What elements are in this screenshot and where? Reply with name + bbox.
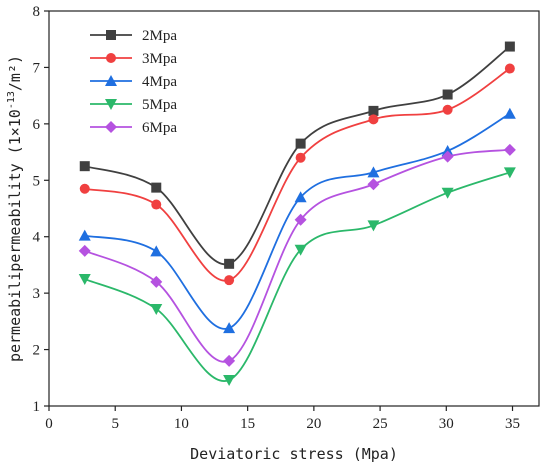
y-tick-label: 8	[33, 4, 41, 20]
data-point	[295, 138, 306, 149]
data-point	[442, 89, 453, 100]
data-point	[503, 167, 516, 179]
series-3Mpa	[79, 63, 515, 286]
y-axis-title: permeabilipermeability (1×10-13/m²)	[6, 55, 24, 362]
x-tick-label: 10	[174, 416, 189, 432]
data-point	[441, 187, 454, 199]
x-tick-label: 15	[240, 416, 255, 432]
series-4Mpa	[78, 107, 516, 334]
legend-label: 3Mpa	[142, 51, 177, 67]
data-point	[442, 104, 453, 115]
data-point	[224, 258, 235, 269]
x-tick-label: 35	[505, 416, 520, 432]
legend-item: 6Mpa	[90, 120, 177, 136]
y-axis-title-main: permeabilipermeability (1×10	[6, 109, 24, 362]
y-tick-label: 2	[33, 343, 41, 359]
data-point	[503, 143, 516, 156]
legend-marker	[106, 30, 116, 40]
legend-label: 4Mpa	[142, 74, 177, 90]
x-tick-label: 20	[306, 416, 321, 432]
x-tick-label: 5	[111, 416, 119, 432]
data-point	[150, 303, 163, 315]
data-point	[224, 275, 235, 286]
legend-marker	[105, 75, 117, 86]
y-tick-label: 3	[33, 286, 41, 302]
data-point	[368, 105, 379, 116]
legend-label: 6Mpa	[142, 120, 177, 136]
x-tick-label: 25	[373, 416, 388, 432]
data-point	[294, 213, 307, 226]
data-point	[367, 178, 380, 191]
data-point	[367, 166, 380, 178]
data-point	[150, 245, 163, 257]
legend-item: 2Mpa	[90, 28, 177, 44]
x-tick-label: 30	[439, 416, 454, 432]
series-5Mpa	[78, 167, 516, 387]
data-point	[368, 114, 379, 125]
legend-item: 3Mpa	[90, 51, 177, 67]
y-tick-label: 6	[33, 117, 41, 133]
data-point	[79, 161, 90, 172]
legend: 2Mpa 3Mpa 4Mpa 5Mpa 6Mpa	[90, 28, 177, 136]
series-line	[84, 148, 510, 363]
data-point	[223, 375, 236, 387]
data-point	[223, 322, 236, 334]
data-point	[504, 63, 515, 74]
series-layer	[78, 41, 516, 387]
y-axis-title-unit: /m²)	[6, 55, 24, 91]
legend-marker	[105, 121, 117, 133]
plot-area-frame	[48, 10, 540, 407]
data-point	[441, 144, 454, 156]
y-tick-label: 4	[33, 230, 41, 246]
series-2Mpa	[79, 41, 515, 269]
data-point	[295, 152, 306, 163]
data-point	[151, 199, 162, 210]
x-tick-label: 0	[45, 416, 53, 432]
y-tick-label: 7	[33, 60, 41, 76]
data-point	[223, 354, 236, 367]
data-point	[79, 183, 90, 194]
data-point	[78, 229, 91, 241]
data-point	[367, 220, 380, 232]
y-tick-label: 1	[33, 399, 41, 415]
axes-layer: 0 5 10 15 20 25 30 35 1 2 3 4 5 6 7 8	[33, 4, 521, 432]
series-line	[84, 171, 511, 382]
data-point	[441, 150, 454, 163]
y-axis-title-exponent: -13	[6, 91, 17, 109]
series-6Mpa	[78, 143, 516, 367]
legend-marker	[105, 99, 117, 110]
data-point	[503, 107, 516, 119]
legend-label: 2Mpa	[142, 28, 177, 44]
data-point	[78, 274, 91, 286]
legend-label: 5Mpa	[142, 97, 177, 113]
x-axis-title: Deviatoric stress (Mpa)	[190, 445, 398, 463]
legend-marker	[106, 53, 116, 63]
data-point	[151, 182, 162, 193]
legend-item: 5Mpa	[90, 97, 177, 113]
data-point	[294, 244, 307, 256]
legend-item: 4Mpa	[90, 74, 177, 90]
data-point	[504, 41, 515, 52]
data-point	[150, 275, 163, 288]
data-point	[78, 244, 91, 257]
y-tick-label: 5	[33, 173, 41, 189]
data-point	[294, 191, 307, 203]
